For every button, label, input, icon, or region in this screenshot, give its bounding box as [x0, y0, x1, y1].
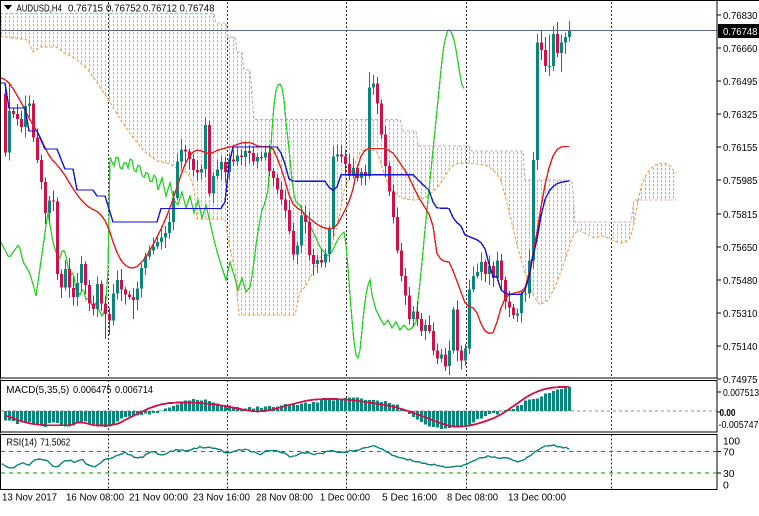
svg-text:16 Nov 08:00: 16 Nov 08:00: [66, 492, 124, 504]
svg-text:30: 30: [723, 468, 735, 480]
svg-text:28 Nov 08:00: 28 Nov 08:00: [256, 492, 313, 504]
svg-text:0.76155: 0.76155: [723, 142, 758, 154]
svg-text:70: 70: [723, 446, 735, 458]
svg-text:MACD(5,35,5): MACD(5,35,5): [6, 384, 69, 396]
svg-text:0.76660: 0.76660: [723, 43, 758, 55]
svg-text:0.75985: 0.75985: [723, 175, 758, 187]
svg-text:0.75480: 0.75480: [723, 275, 758, 287]
svg-text:0.76830: 0.76830: [723, 10, 758, 22]
svg-text:0.75815: 0.75815: [723, 209, 758, 221]
svg-text:1 Dec 00:00: 1 Dec 00:00: [320, 492, 370, 504]
svg-text:21 Nov 00:00: 21 Nov 00:00: [129, 492, 188, 504]
svg-text:0.76712: 0.76712: [143, 2, 177, 14]
svg-text:RSI(14): RSI(14): [7, 437, 38, 449]
svg-text:0.76752: 0.76752: [106, 2, 141, 14]
svg-text:8 Dec 08:00: 8 Dec 08:00: [447, 492, 498, 504]
svg-text:13 Dec 00:00: 13 Dec 00:00: [508, 492, 566, 504]
svg-text:0.76748: 0.76748: [723, 26, 758, 38]
svg-text:0.00: 0.00: [720, 407, 736, 419]
svg-text:0.76715: 0.76715: [68, 2, 103, 14]
svg-text:-0.005747: -0.005747: [719, 419, 759, 431]
svg-text:0.75140: 0.75140: [723, 341, 758, 353]
svg-text:0.006475: 0.006475: [73, 384, 112, 396]
svg-text:0.74975: 0.74975: [723, 374, 758, 386]
svg-text:71.5062: 71.5062: [40, 437, 70, 449]
svg-text:0.007513: 0.007513: [723, 387, 759, 399]
svg-text:23 Nov 16:00: 23 Nov 16:00: [193, 492, 250, 504]
svg-text:0.76748: 0.76748: [180, 2, 215, 14]
svg-text:100: 100: [723, 435, 740, 447]
svg-text:5 Dec 16:00: 5 Dec 16:00: [382, 492, 437, 504]
svg-text:0.006714: 0.006714: [115, 384, 153, 396]
svg-text:0.75310: 0.75310: [723, 308, 758, 320]
svg-text:13 Nov 2017: 13 Nov 2017: [2, 492, 57, 504]
svg-text:0.75650: 0.75650: [723, 242, 758, 254]
svg-text:AUDUSD,H4: AUDUSD,H4: [17, 2, 63, 14]
svg-text:0: 0: [723, 479, 729, 491]
svg-text:0.76325: 0.76325: [723, 109, 758, 121]
svg-text:0.76495: 0.76495: [723, 76, 758, 88]
